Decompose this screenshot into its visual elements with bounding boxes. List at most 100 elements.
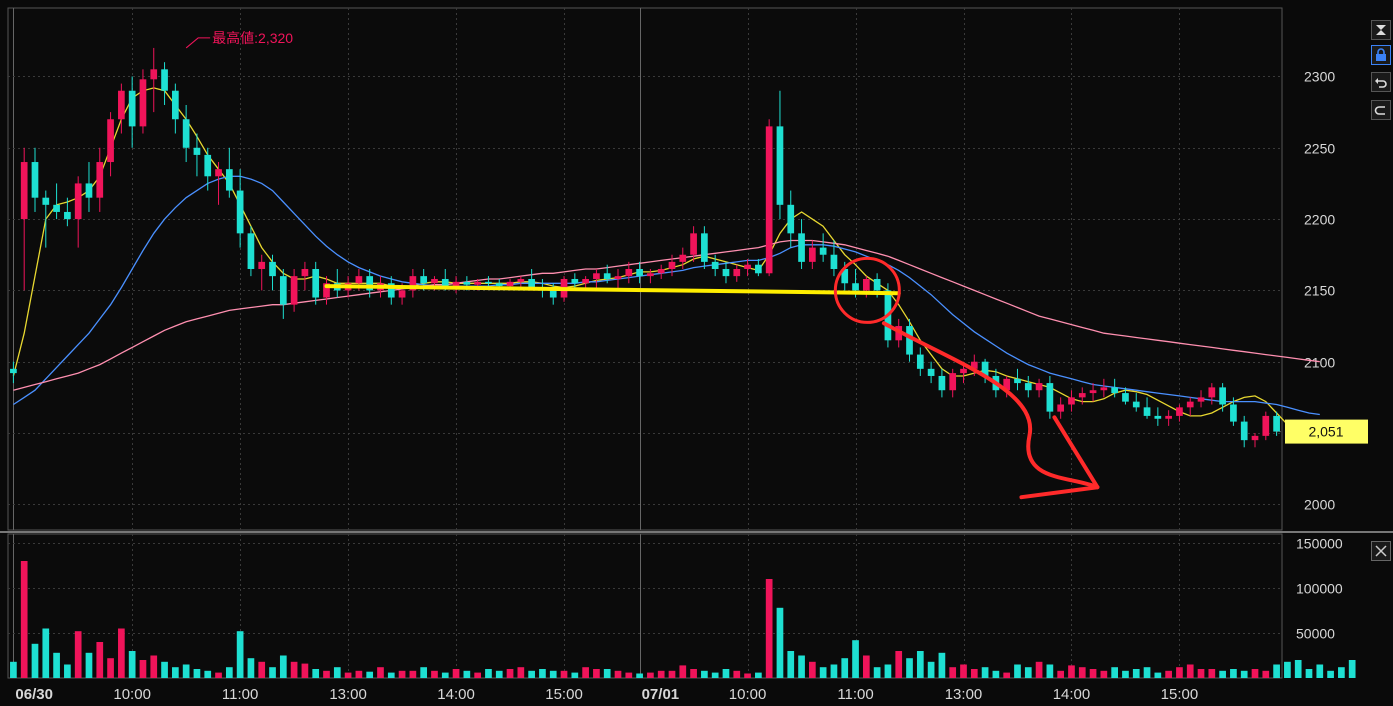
candle-body bbox=[841, 269, 849, 284]
candle bbox=[225, 147, 233, 198]
candle bbox=[830, 240, 838, 277]
volume-bar bbox=[668, 670, 676, 678]
volume-bar bbox=[679, 665, 687, 678]
volume-bar bbox=[1251, 669, 1259, 678]
candle-body bbox=[1068, 397, 1075, 405]
candle-body bbox=[366, 276, 374, 291]
candle bbox=[701, 226, 708, 269]
volume-bar bbox=[204, 670, 212, 678]
candle-body bbox=[830, 254, 838, 269]
candle-body bbox=[603, 273, 611, 279]
candle-body bbox=[20, 162, 28, 220]
candle bbox=[258, 254, 266, 291]
candle bbox=[1111, 378, 1118, 398]
volume-bar bbox=[193, 669, 201, 678]
volume-bar bbox=[377, 667, 384, 678]
time-tick-label: 14:00 bbox=[1053, 686, 1091, 703]
candle-body bbox=[1132, 401, 1140, 408]
volume-close-button[interactable] bbox=[1371, 541, 1391, 561]
volume-bar bbox=[312, 669, 320, 678]
candle-body bbox=[128, 90, 136, 127]
volume-tick-label: 150000 bbox=[1296, 536, 1343, 552]
candle bbox=[269, 254, 276, 291]
volume-bar bbox=[765, 579, 773, 678]
candle-body bbox=[690, 233, 697, 255]
volume-bar bbox=[31, 643, 39, 678]
volume-bar bbox=[960, 664, 967, 678]
downtrend-arrow-head bbox=[1019, 415, 1100, 500]
volume-bar bbox=[1176, 667, 1183, 678]
candle bbox=[787, 190, 795, 248]
candle bbox=[625, 261, 633, 284]
price-tick-label: 2250 bbox=[1304, 141, 1335, 157]
volume-bar bbox=[938, 652, 946, 678]
volume-bar bbox=[992, 670, 1000, 678]
candle-body bbox=[571, 278, 579, 284]
candle-body bbox=[1143, 407, 1151, 416]
volume-bar bbox=[571, 672, 579, 678]
candle-body bbox=[215, 169, 222, 177]
volume-bar bbox=[603, 669, 611, 678]
candle bbox=[1003, 375, 1011, 398]
volume-bar bbox=[528, 670, 535, 678]
volume-bar bbox=[344, 672, 352, 678]
volume-bar bbox=[625, 672, 633, 678]
volume-bar bbox=[647, 672, 654, 678]
last-price-label: 2,051 bbox=[1308, 424, 1343, 440]
candle-body bbox=[258, 261, 266, 269]
volume-bar bbox=[1100, 670, 1108, 678]
candle bbox=[182, 104, 190, 163]
volume-bar bbox=[614, 670, 622, 678]
candle-body bbox=[1219, 387, 1226, 405]
volume-bar bbox=[1338, 667, 1345, 678]
fit-button[interactable] bbox=[1371, 20, 1391, 40]
undo-button[interactable] bbox=[1371, 72, 1391, 92]
candle bbox=[10, 361, 17, 384]
candle-body bbox=[528, 278, 535, 288]
candle-body bbox=[355, 276, 363, 284]
volume-bar bbox=[690, 669, 697, 678]
time-tick-label: 11:00 bbox=[222, 686, 258, 703]
volume-bar bbox=[215, 672, 222, 678]
time-tick-label: 11:00 bbox=[837, 686, 873, 703]
candle-body bbox=[873, 278, 881, 291]
candle-body bbox=[301, 269, 309, 277]
volume-bar bbox=[1014, 664, 1021, 678]
candle bbox=[722, 261, 730, 284]
candle bbox=[744, 259, 751, 277]
candle-body bbox=[1240, 421, 1248, 441]
candle-body bbox=[1262, 415, 1270, 436]
candle-body bbox=[733, 269, 741, 277]
price-tick-label: 2200 bbox=[1304, 212, 1335, 228]
candle-body bbox=[679, 254, 687, 262]
redo-button[interactable] bbox=[1371, 100, 1391, 120]
candle-body bbox=[701, 233, 708, 262]
candle-body bbox=[1046, 383, 1054, 412]
lock-icon bbox=[1376, 48, 1386, 61]
volume-bar bbox=[139, 660, 147, 678]
candle bbox=[1176, 404, 1183, 422]
candle-body bbox=[744, 264, 751, 269]
candle-body bbox=[938, 375, 946, 391]
volume-bar bbox=[431, 670, 438, 678]
candle bbox=[970, 354, 978, 376]
volume-bar bbox=[10, 661, 17, 678]
volume-bar bbox=[949, 667, 957, 678]
candle bbox=[107, 112, 114, 177]
lock-button[interactable] bbox=[1371, 45, 1391, 65]
volume-bar bbox=[107, 658, 114, 678]
last-price-tag bbox=[1285, 419, 1368, 444]
candle-body bbox=[949, 373, 957, 391]
candle bbox=[1057, 397, 1065, 419]
candle-body bbox=[172, 90, 179, 120]
candle-body bbox=[118, 90, 125, 120]
candle-body bbox=[1003, 378, 1011, 391]
candle bbox=[85, 162, 93, 212]
volume-bar bbox=[1230, 669, 1237, 678]
candle-body bbox=[96, 162, 104, 198]
candle-body bbox=[1100, 387, 1108, 391]
candle bbox=[1024, 375, 1032, 398]
volume-bar bbox=[593, 669, 600, 678]
